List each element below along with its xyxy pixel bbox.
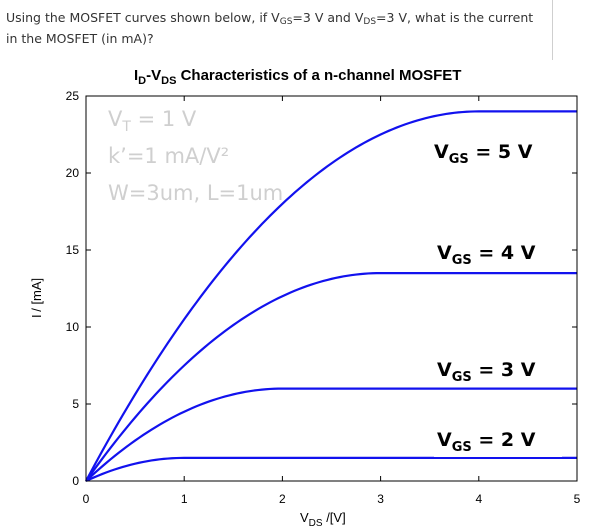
series-label-vgs-4: VGS = 4 V [437,242,536,268]
x-tick-label: 2 [279,492,286,506]
series-label-bg [431,137,559,169]
curves [85,110,577,482]
series-label-vgs-3: VGS = 3 V [437,359,536,385]
parameter-annotations: VT = 1 V k’=1 mA/V² W=3um, L=1um [108,107,283,205]
annotation-geometry: W=3um, L=1um [108,181,283,205]
question-text: Using the MOSFET curves shown below, if … [6,7,546,49]
annotation-kprime: k’=1 mA/V² [108,144,229,168]
series-labels: VGS = 2 V VGS = 3 V VGS = 4 V VGS = 5 V [431,137,562,457]
y-tick-label: 15 [66,243,80,257]
question-sub2: DS [363,17,377,27]
x-tick-label: 1 [181,492,188,506]
question-part3: =3 V, what is the current in the MOSFET … [6,10,534,46]
series-line-vgs-3 [85,387,577,482]
y-tick-label: 0 [72,474,79,488]
series-line-vgs-4 [85,272,577,482]
series-label-vgs-2: VGS = 2 V [437,429,536,455]
series-line-vgs-2 [85,456,577,482]
plot-frame [85,95,578,482]
x-tick-label: 0 [83,492,90,506]
question-part2: =3 V and V [292,10,364,25]
y-tick-label: 5 [72,397,79,411]
y-axis-label: I / [mA] [29,278,44,318]
series-line-vgs-5 [85,110,577,482]
series-label-vgs-5: VGS = 5 V [434,141,533,167]
series-label-bg [434,355,562,387]
axis-ticks [85,95,578,482]
divider [552,0,553,60]
x-tick-label: 3 [377,492,384,506]
question-sub1: GS [279,17,293,27]
x-tick-label: 5 [574,492,581,506]
annotation-vt: VT = 1 V [108,107,197,135]
series-label-bg [434,425,562,457]
x-axis-label: VDS /[V] [300,510,346,529]
x-tick-label: 4 [475,492,482,506]
y-tick-label: 20 [66,166,80,180]
question-part1: Using the MOSFET curves shown below, if … [6,10,280,25]
y-tick-label: 25 [66,89,80,103]
chart-title: ID-VDS Characteristics of a n-channel MO… [134,67,461,87]
series-label-bg [434,238,562,270]
tick-labels: 0 1 2 3 4 5 0 5 10 15 20 25 [66,89,581,506]
y-tick-label: 10 [66,320,80,334]
